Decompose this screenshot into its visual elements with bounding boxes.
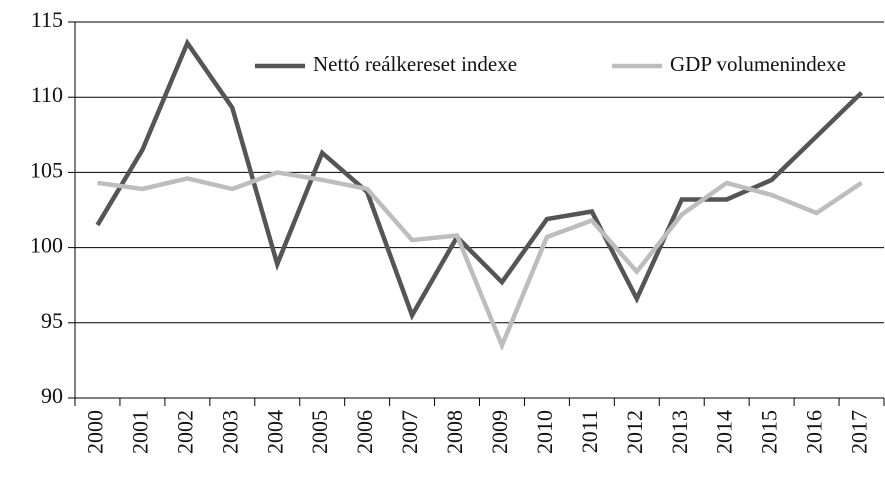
x-tick-label: 2006 bbox=[352, 410, 377, 454]
x-tick-label: 2008 bbox=[442, 410, 467, 454]
x-tick-label: 2014 bbox=[712, 410, 737, 454]
y-tick-label: 105 bbox=[30, 157, 63, 182]
x-tick-label: 2010 bbox=[532, 410, 557, 454]
y-tick-label: 90 bbox=[41, 383, 63, 408]
x-tick-label: 2009 bbox=[487, 410, 512, 454]
legend-label: GDP volumenindexe bbox=[670, 52, 846, 76]
x-tick-label: 2003 bbox=[217, 410, 242, 454]
x-tick-label: 2004 bbox=[262, 410, 287, 454]
y-tick-label: 100 bbox=[30, 233, 63, 258]
y-tick-label: 115 bbox=[31, 7, 63, 32]
x-tick-label: 2013 bbox=[667, 410, 692, 454]
x-tick-label: 2017 bbox=[847, 410, 872, 454]
x-tick-label: 2016 bbox=[802, 410, 827, 454]
series-line bbox=[97, 170, 863, 352]
y-tick-label: 110 bbox=[31, 82, 63, 107]
y-tick-label: 95 bbox=[41, 308, 63, 333]
x-tick-label: 2011 bbox=[577, 410, 602, 453]
x-tick-label: 2007 bbox=[397, 410, 422, 454]
x-tick-label: 2002 bbox=[172, 410, 197, 454]
x-tick-label: 2005 bbox=[307, 410, 332, 454]
x-tick-label: 2001 bbox=[127, 410, 152, 454]
series-line bbox=[95, 38, 864, 321]
x-tick-label: 2000 bbox=[83, 410, 108, 454]
x-tick-label: 2015 bbox=[757, 410, 782, 454]
x-tick-label: 2012 bbox=[622, 410, 647, 454]
legend-label: Nettó reálkereset indexe bbox=[313, 52, 517, 76]
